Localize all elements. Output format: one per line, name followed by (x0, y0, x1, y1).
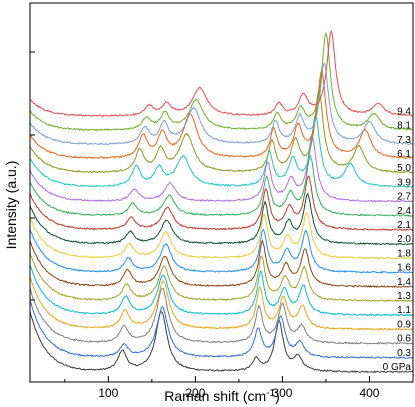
series-line-6.1 (29, 68, 414, 160)
series-label-2.0: 2.0 (397, 234, 411, 245)
series-line-7.3 (29, 61, 414, 145)
y-axis-ticks (30, 51, 35, 301)
series-label-8.1: 8.1 (397, 121, 411, 132)
series-label-1.4: 1.4 (397, 277, 411, 288)
x-tick-label-400: 400 (359, 386, 379, 400)
series-line-8.1 (29, 31, 414, 132)
series-line-2.0 (29, 192, 414, 246)
series-line-2.1 (29, 175, 414, 232)
series-line-1.6 (29, 228, 414, 274)
series-line-2.7 (29, 133, 414, 203)
series-label-3.9: 3.9 (397, 177, 411, 188)
series-label-1.1: 1.1 (397, 305, 411, 316)
x-tick-label-200: 200 (185, 386, 205, 400)
series-line-1.1 (29, 264, 414, 317)
x-axis-label: Raman shift (cm-1) (164, 388, 280, 405)
series-label-6.1: 6.1 (397, 149, 411, 160)
x-tick-label-300: 300 (272, 386, 292, 400)
series-line-0.3 (29, 300, 414, 359)
series-label-1.8: 1.8 (397, 248, 411, 259)
series-label-0.9: 0.9 (397, 319, 411, 330)
series-label-0.3: 0.3 (397, 348, 411, 359)
series-line-2.4 (29, 154, 414, 217)
series-line-3.9 (29, 114, 414, 189)
y-axis-label: Intensity (a.u.) (3, 161, 19, 250)
series-label-7.3: 7.3 (397, 135, 411, 146)
series-label-2.1: 2.1 (397, 220, 411, 231)
series-label-2.4: 2.4 (397, 206, 411, 217)
pressure-labels: 0 GPa 0.3 0.6 0.9 1.1 1.3 1.4 1.6 1.8 2.0 2.1 2.4 2.… (383, 106, 412, 373)
series-layer (29, 29, 414, 374)
series-label-5.0: 5.0 (397, 163, 411, 174)
series-label-2.7: 2.7 (397, 192, 411, 203)
series-label-1.6: 1.6 (397, 263, 411, 274)
series-line-9.4 (29, 29, 414, 117)
series-line-0.9 (29, 276, 414, 331)
series-label-9.4: 9.4 (397, 106, 411, 117)
plot-frame (29, 2, 414, 383)
x-tick-label-100: 100 (98, 386, 118, 400)
series-label-1.3: 1.3 (397, 291, 411, 302)
x-axis-label-main: Raman shift (cm (164, 388, 266, 404)
series-label-0-GPa: 0 GPa (383, 362, 412, 373)
x-axis-ticks: 100 200 300 400 (64, 376, 414, 400)
series-line-1.8 (29, 211, 414, 260)
series-label-0.6: 0.6 (397, 334, 411, 345)
series-line-1.4 (29, 239, 414, 289)
series-line-5.0 (29, 88, 414, 174)
x-axis-label-sup: -1 (266, 388, 275, 399)
series-line-1.3 (29, 252, 414, 303)
x-axis-label-close: ) (275, 388, 280, 404)
series-line-0.6 (29, 287, 414, 345)
series-line-0-GPa (29, 311, 414, 374)
